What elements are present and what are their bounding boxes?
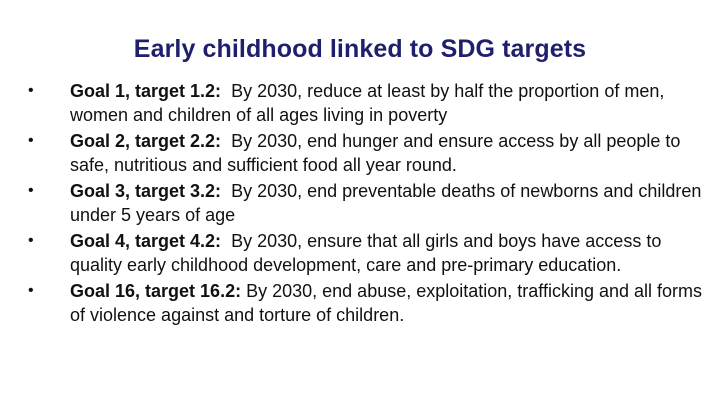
goal-text: By 2030, end hunger and ensure access by…	[70, 130, 681, 176]
list-item: • Goal 2, target 2.2: By 2030, end hunge…	[28, 129, 708, 177]
goal-text: By 2030, end abuse, exploitation, traffi…	[70, 280, 703, 325]
goal-label: Goal 1, target 1.2:	[70, 81, 222, 101]
bullet-icon: •	[28, 181, 34, 199]
goal-text: By 2030, ensure that all girls and boys …	[70, 230, 662, 275]
bullet-icon: •	[28, 82, 34, 99]
goal-label: Goal 3, target 3.2:	[70, 180, 222, 201]
goal-label: Goal 2, target 2.2:	[70, 130, 222, 151]
bullet-icon: •	[28, 281, 34, 299]
bullet-icon: •	[28, 131, 34, 149]
goal-label: Goal 4, target 4.2:	[70, 230, 222, 251]
list-item: • Goal 3, target 3.2: By 2030, end preve…	[28, 179, 708, 227]
list-item: • Goal 1, target 1.2: By 2030, reduce at…	[28, 79, 708, 127]
sdg-target-list: • Goal 1, target 1.2: By 2030, reduce at…	[28, 79, 708, 329]
bullet-icon: •	[28, 231, 34, 249]
goal-label: Goal 16, target 16.2:	[70, 280, 242, 301]
list-item: • Goal 16, target 16.2: By 2030, end abu…	[28, 279, 708, 327]
slide-title: Early childhood linked to SDG targets	[133, 35, 587, 63]
goal-text: By 2030, end preventable deaths of newbo…	[70, 180, 702, 226]
list-item: • Goal 4, target 4.2: By 2030, ensure th…	[28, 229, 708, 277]
goal-text: By 2030, reduce at least by half the pro…	[70, 81, 665, 126]
